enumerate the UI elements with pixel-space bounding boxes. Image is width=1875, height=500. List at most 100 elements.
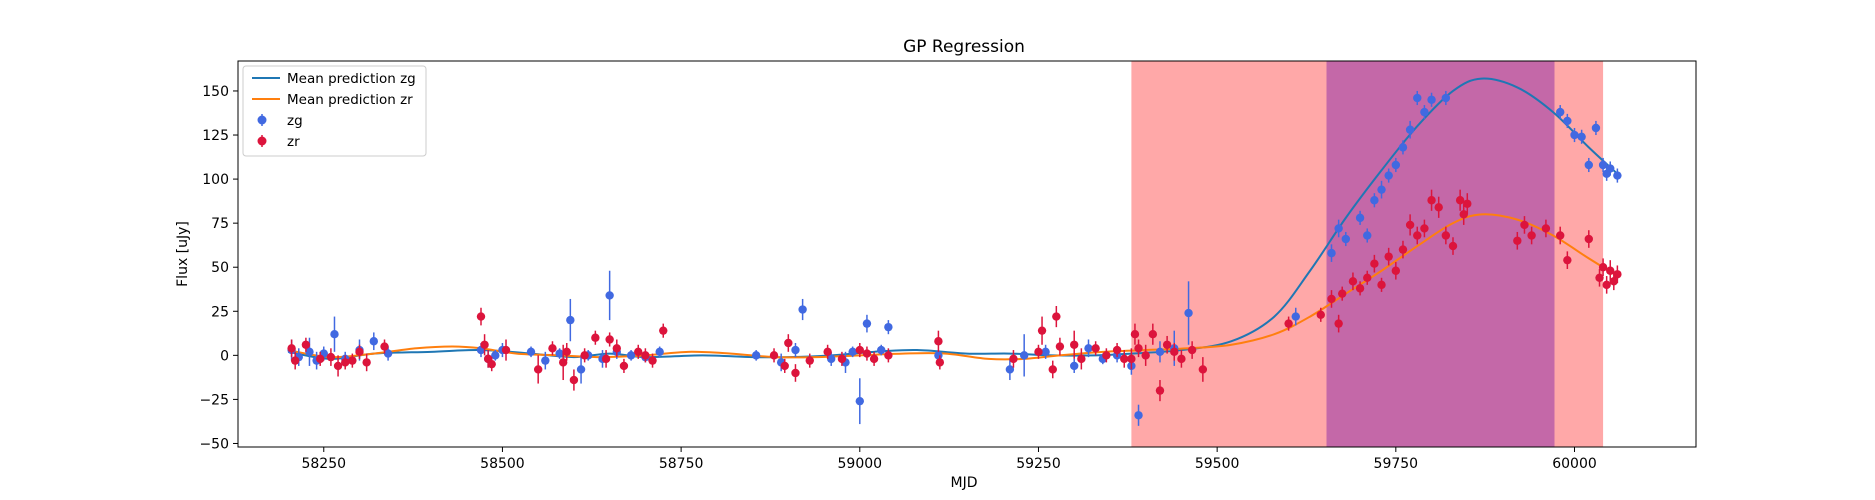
data-point: [1155, 386, 1165, 395]
data-point: [1084, 344, 1093, 353]
data-point: [605, 291, 614, 300]
y-tick-label: 75: [211, 216, 229, 232]
data-point: [1398, 245, 1408, 254]
plot-frame: [237, 60, 1697, 448]
data-point: [791, 368, 800, 378]
data-point: [566, 315, 575, 325]
data-point: [501, 345, 511, 355]
data-point: [605, 335, 614, 344]
y-tick-label: 50: [211, 260, 229, 276]
data-point: [1606, 164, 1615, 173]
data-point: [1284, 319, 1293, 328]
data-point: [1327, 248, 1336, 258]
data-point: [1048, 365, 1057, 374]
data-point: [862, 319, 872, 328]
data-point: [1052, 312, 1061, 321]
data-point: [1606, 266, 1615, 275]
data-point: [1613, 270, 1622, 279]
data-point: [1609, 277, 1619, 286]
data-point: [1427, 95, 1436, 104]
data-point: [1162, 340, 1172, 349]
data-point: [1327, 294, 1336, 304]
data-point: [1556, 107, 1565, 117]
data-point: [333, 361, 343, 371]
data-point: [1177, 354, 1186, 364]
data-point: [1198, 365, 1208, 374]
data-point: [491, 351, 500, 360]
data-point: [805, 356, 814, 365]
data-point: [330, 329, 339, 339]
data-point: [1420, 224, 1429, 233]
data-point: [769, 351, 779, 360]
data-point: [1041, 347, 1050, 357]
data-point: [558, 358, 568, 367]
data-point: [1577, 132, 1586, 141]
data-point: [326, 352, 336, 362]
data-point: [855, 396, 864, 406]
data-point: [641, 351, 650, 360]
data-point: [1520, 220, 1529, 230]
data-point: [487, 359, 496, 369]
data-point: [1005, 365, 1015, 374]
y-axis: −50 −25 0 25 50 75 100 125 150: [199, 84, 238, 452]
data-point: [1595, 273, 1604, 282]
data-point: [1130, 329, 1140, 339]
data-point: [1148, 329, 1158, 339]
legend-swatch-zr-point: [257, 136, 267, 146]
data-point: [1055, 342, 1065, 351]
data-point: [576, 365, 586, 374]
data-point: [1019, 351, 1029, 360]
data-point: [1127, 354, 1136, 364]
data-point: [301, 340, 311, 349]
data-point: [1384, 171, 1393, 180]
data-point: [1405, 125, 1415, 134]
x-axis: 58250 58500 58750 59000 59250 59500 59750 60000: [301, 447, 1597, 472]
data-point: [1405, 220, 1415, 230]
data-point: [480, 340, 489, 349]
data-point: [634, 347, 643, 357]
data-point: [751, 351, 761, 360]
legend-label-zg-points: zg: [287, 113, 303, 129]
data-point: [1291, 312, 1300, 321]
y-tick-label: 150: [202, 84, 229, 100]
data-point: [533, 365, 543, 374]
data-point: [1355, 284, 1365, 293]
series-points-zr: [287, 189, 1622, 402]
data-point: [1459, 210, 1468, 219]
y-tick-label: −50: [199, 436, 229, 452]
data-point: [315, 354, 325, 364]
data-point: [1434, 203, 1443, 212]
legend-label-zr-line: Mean prediction zr: [287, 92, 413, 108]
data-point: [884, 322, 893, 332]
legend-swatch-zg-point: [257, 115, 267, 125]
data-point: [1112, 345, 1122, 355]
data-point: [287, 344, 296, 353]
data-point: [1391, 266, 1401, 275]
data-point: [798, 305, 807, 314]
data-point: [362, 358, 371, 367]
data-point: [1348, 277, 1358, 286]
data-point: [659, 326, 668, 335]
data-point: [823, 347, 832, 357]
legend-label-zg-line: Mean prediction zg: [287, 71, 416, 87]
data-point: [1341, 234, 1350, 244]
data-point: [884, 351, 893, 360]
data-point: [1613, 171, 1622, 180]
x-tick-label: 59750: [1374, 456, 1419, 472]
legend: Mean prediction zg Mean prediction zr zg…: [242, 65, 427, 157]
data-point: [1427, 196, 1436, 205]
data-point: [827, 354, 836, 364]
data-point: [290, 356, 300, 365]
data-point: [1334, 319, 1343, 328]
y-tick-label: 25: [211, 304, 229, 320]
data-point: [1598, 160, 1608, 170]
data-point: [848, 347, 857, 357]
data-point: [601, 354, 611, 364]
data-point: [1391, 160, 1401, 170]
y-tick-label: 125: [202, 128, 229, 144]
data-point: [1602, 280, 1611, 290]
data-point: [1102, 351, 1111, 360]
data-point: [648, 356, 657, 365]
data-point: [877, 345, 886, 355]
data-point: [1527, 231, 1536, 240]
